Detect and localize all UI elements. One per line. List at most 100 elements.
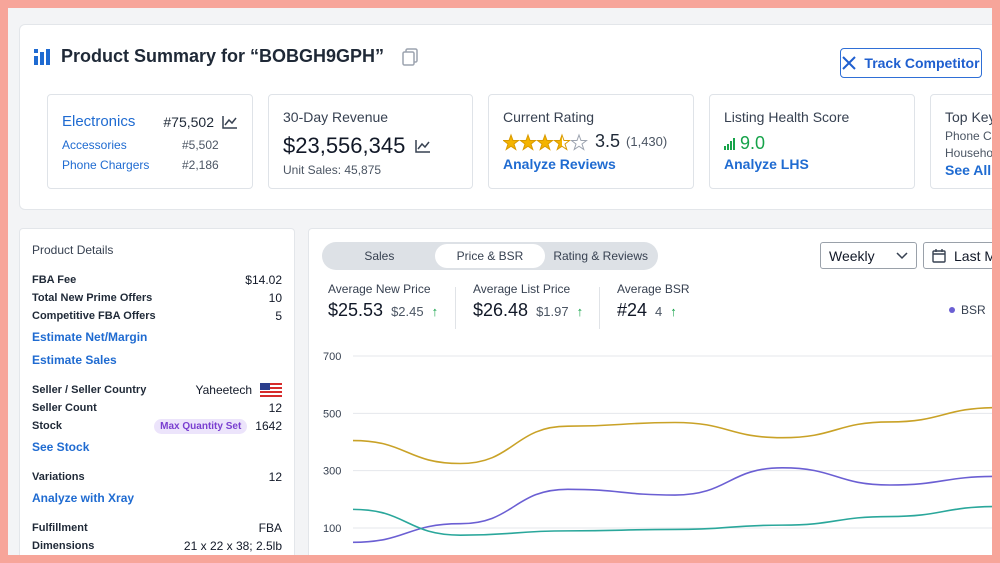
y-tick-label: 500 xyxy=(323,408,341,420)
category-rank-card: Electronics #75,502 Accessories #5,502 P… xyxy=(47,94,253,189)
top-keywords-card: Top Key Phone C Househo See All xyxy=(930,94,992,189)
dimensions-row: Dimensions 21 x 22 x 38; 2.5lb xyxy=(32,537,282,555)
stock-label: Stock xyxy=(32,420,62,432)
fulfillment-label: Fulfillment xyxy=(32,522,88,534)
chevron-down-icon xyxy=(896,251,908,259)
divider xyxy=(599,287,600,329)
arrow-up-icon: ↑ xyxy=(431,304,439,319)
subcategory-link[interactable]: Accessories xyxy=(62,138,127,152)
us-flag-icon xyxy=(260,383,282,397)
keywords-label: Top Key xyxy=(945,109,992,125)
metric-value: $26.48 xyxy=(473,300,529,320)
lhs-value: 9.0 xyxy=(740,133,766,153)
metric-delta: $1.97 xyxy=(536,304,569,319)
max-quantity-badge: Max Quantity Set xyxy=(154,418,248,434)
arrow-up-icon: ↑ xyxy=(576,304,584,319)
seller-count-label: Seller Count xyxy=(32,402,97,414)
prime-offers-label: Total New Prime Offers xyxy=(32,292,153,304)
seller-row: Seller / Seller Country Yaheetech xyxy=(32,381,282,399)
see-stock-link[interactable]: See Stock xyxy=(32,439,90,454)
lhs-label: Listing Health Score xyxy=(724,109,850,125)
chart-tabs: Sales Price & BSR Rating & Reviews xyxy=(322,242,658,270)
legend-dot xyxy=(949,307,955,313)
category-link[interactable]: Electronics xyxy=(62,113,136,130)
series-line-0 xyxy=(352,406,992,465)
metric-delta: 4 xyxy=(655,304,663,319)
series-line-2 xyxy=(352,505,992,536)
divider xyxy=(455,287,456,329)
product-details-panel: Product Details FBA Fee $14.02 Total New … xyxy=(19,228,295,555)
trend-chart-icon[interactable] xyxy=(222,115,238,129)
fba-offers-label: Competitive FBA Offers xyxy=(32,310,156,322)
subcategory-link[interactable]: Phone Chargers xyxy=(62,158,150,172)
analyze-xray-link[interactable]: Analyze with Xray xyxy=(32,490,135,505)
estimate-sales-link[interactable]: Estimate Sales xyxy=(32,352,117,367)
track-competitor-label: Track Competitor xyxy=(864,55,980,71)
crosshair-icon xyxy=(842,56,857,70)
metric-label: Average List Price xyxy=(473,282,571,296)
category-rank: #75,502 xyxy=(163,113,214,130)
stock-value: 1642 xyxy=(255,419,282,433)
estimate-net-link[interactable]: Estimate Net/Margin xyxy=(32,329,148,344)
summary-title-row: Product Summary for “BOBGH9GPH” xyxy=(33,46,420,67)
date-range-value: Last M xyxy=(954,247,992,264)
date-range-select[interactable]: Last M xyxy=(923,242,992,269)
y-tick-label: 100 xyxy=(323,523,341,535)
subcategory-rank: #2,186 xyxy=(182,158,219,172)
details-title: Product Details xyxy=(32,243,114,257)
unit-sales: Unit Sales: 45,875 xyxy=(283,163,382,177)
period-value: Weekly xyxy=(829,247,875,264)
fba-offers-value: 5 xyxy=(275,309,282,323)
legend-label: BSR xyxy=(961,303,986,317)
period-select[interactable]: Weekly xyxy=(820,242,917,269)
metric-label: Average New Price xyxy=(328,282,431,296)
metric-value: #24 xyxy=(617,300,648,320)
star-rating-icon xyxy=(503,134,587,150)
chart-logo-icon xyxy=(34,48,50,65)
stock-row: Stock Max Quantity Set 1642 xyxy=(32,417,282,435)
calendar-icon xyxy=(932,248,946,263)
tab-sales[interactable]: Sales xyxy=(364,249,395,263)
metric-value: $25.53 xyxy=(328,300,384,320)
track-competitor-button[interactable]: Track Competitor xyxy=(840,48,982,78)
fulfillment-row: Fulfillment FBA xyxy=(32,519,282,537)
dimensions-label: Dimensions xyxy=(32,540,95,552)
rating-label: Current Rating xyxy=(503,109,595,125)
seller-label: Seller / Seller Country xyxy=(32,384,147,396)
y-tick-label: 300 xyxy=(323,466,341,478)
seller-count-row: Seller Count 12 xyxy=(32,399,282,417)
chart-panel: Sales Price & BSR Rating & Reviews Weekl… xyxy=(308,228,992,555)
keyword-item: Househo xyxy=(945,146,992,160)
copy-icon[interactable] xyxy=(400,47,420,67)
dimensions-value: 21 x 22 x 38; 2.5lb xyxy=(183,539,282,553)
arrow-up-icon: ↑ xyxy=(670,304,677,319)
fba-fee-value: $14.02 xyxy=(245,273,282,287)
tab-rating-reviews[interactable]: Rating & Reviews xyxy=(553,249,649,263)
seller-value: Yaheetech xyxy=(195,383,253,397)
metric-label: Average BSR xyxy=(617,282,690,296)
analyze-lhs-link[interactable]: Analyze LHS xyxy=(724,156,809,172)
rating-count: (1,430) xyxy=(626,134,668,149)
rating-card: Current Rating 3.5 (1,430) Analyze Revie… xyxy=(488,94,694,189)
trend-chart-icon[interactable] xyxy=(415,139,431,153)
subcategory-rank: #5,502 xyxy=(182,138,219,152)
fba-fee-label: FBA Fee xyxy=(32,274,77,286)
app-frame: Product Summary for “BOBGH9GPH” Track Co… xyxy=(8,8,992,555)
avg-bsr-metric: Average BSR #24 4 ↑ xyxy=(617,282,690,321)
prime-offers-value: 10 xyxy=(268,291,282,305)
tab-price-bsr[interactable]: Price & BSR xyxy=(434,244,546,268)
revenue-card: 30-Day Revenue $23,556,345 Unit Sales: 4… xyxy=(268,94,473,189)
revenue-value: $23,556,345 xyxy=(283,133,406,158)
analyze-reviews-link[interactable]: Analyze Reviews xyxy=(503,156,616,172)
variations-value: 12 xyxy=(268,470,282,484)
page-title: Product Summary for “BOBGH9GPH” xyxy=(61,46,385,66)
series-line-1 xyxy=(352,466,992,544)
see-all-link[interactable]: See All xyxy=(945,162,992,178)
variations-row: Variations 12 xyxy=(32,468,282,486)
fulfillment-value: FBA xyxy=(258,521,282,535)
variations-label: Variations xyxy=(32,471,85,483)
seller-count-value: 12 xyxy=(268,401,282,415)
revenue-label: 30-Day Revenue xyxy=(283,109,389,125)
y-tick-label: 700 xyxy=(323,351,341,363)
metric-delta: $2.45 xyxy=(391,304,424,319)
